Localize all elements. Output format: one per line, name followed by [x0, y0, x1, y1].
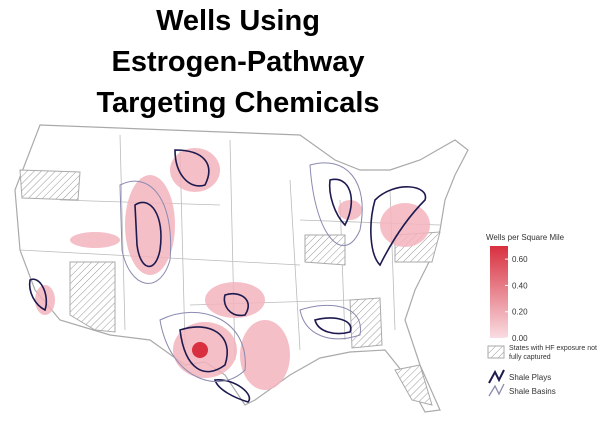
title-line: Wells Using	[156, 5, 320, 37]
scale-tick-label: 0.20	[512, 308, 528, 317]
legend: Wells per Square Mile 0.00 0.20 0.40 0.60 S…	[486, 233, 597, 397]
legend-label: Shale Basins	[509, 387, 556, 396]
legend-title: Wells per Square Mile	[486, 233, 565, 242]
us-map	[14, 124, 469, 413]
title-line: Targeting Chemicals	[96, 87, 379, 119]
color-scale	[490, 246, 508, 338]
legend-swatch	[488, 369, 505, 384]
legend-label: Shale Plays	[509, 373, 551, 382]
scale-tick-label: 0.60	[512, 255, 528, 264]
legend-swatch	[488, 383, 505, 397]
legend-swatch	[487, 345, 505, 359]
scale-tick-label: 0.40	[512, 281, 528, 290]
scale-tick-label: 0.00	[512, 334, 528, 343]
title-line: Estrogen-Pathway	[112, 46, 365, 78]
legend-label: States with HF exposure not fully capture…	[509, 345, 597, 361]
